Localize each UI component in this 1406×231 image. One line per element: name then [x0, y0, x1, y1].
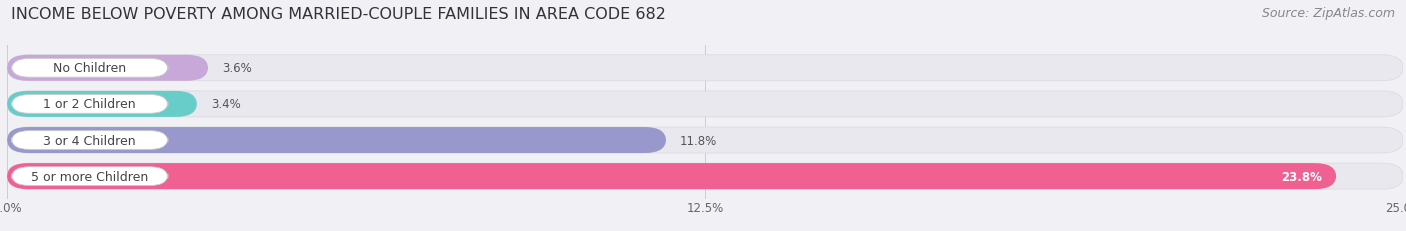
Text: No Children: No Children	[53, 62, 127, 75]
FancyBboxPatch shape	[7, 128, 1403, 153]
FancyBboxPatch shape	[7, 91, 1403, 117]
FancyBboxPatch shape	[7, 128, 666, 153]
FancyBboxPatch shape	[11, 95, 167, 114]
Text: INCOME BELOW POVERTY AMONG MARRIED-COUPLE FAMILIES IN AREA CODE 682: INCOME BELOW POVERTY AMONG MARRIED-COUPL…	[11, 7, 666, 22]
FancyBboxPatch shape	[7, 55, 208, 82]
Text: 23.8%: 23.8%	[1281, 170, 1322, 183]
Text: 3.4%: 3.4%	[211, 98, 240, 111]
FancyBboxPatch shape	[11, 131, 167, 150]
Text: Source: ZipAtlas.com: Source: ZipAtlas.com	[1261, 7, 1395, 20]
Text: 5 or more Children: 5 or more Children	[31, 170, 148, 183]
FancyBboxPatch shape	[7, 55, 1403, 82]
Text: 3 or 4 Children: 3 or 4 Children	[44, 134, 136, 147]
FancyBboxPatch shape	[11, 167, 167, 186]
FancyBboxPatch shape	[11, 59, 167, 78]
FancyBboxPatch shape	[7, 163, 1336, 189]
Text: 3.6%: 3.6%	[222, 62, 252, 75]
FancyBboxPatch shape	[7, 91, 197, 117]
Text: 1 or 2 Children: 1 or 2 Children	[44, 98, 136, 111]
FancyBboxPatch shape	[7, 163, 1403, 189]
Text: 11.8%: 11.8%	[681, 134, 717, 147]
